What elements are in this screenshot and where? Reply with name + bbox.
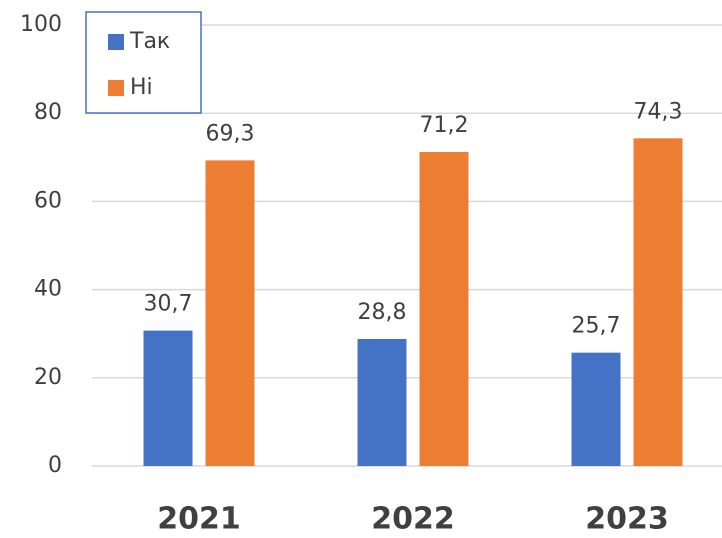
y-tick-label: 100	[20, 12, 62, 37]
legend-box	[85, 11, 202, 114]
x-tick-label: 2022	[371, 502, 455, 537]
legend-label: Ні	[130, 75, 153, 100]
value-label: 30,7	[144, 292, 193, 317]
x-tick-label: 2021	[157, 502, 241, 537]
value-label: 25,7	[572, 314, 621, 339]
y-tick-label: 80	[34, 100, 62, 125]
value-label: 28,8	[358, 300, 407, 325]
value-label: 69,3	[206, 121, 255, 146]
y-tick-label: 60	[34, 188, 62, 213]
value-label: 71,2	[420, 113, 469, 138]
legend-label: Так	[129, 29, 170, 54]
bar	[143, 330, 193, 466]
bar	[419, 152, 469, 466]
legend-swatch	[108, 34, 124, 50]
bar	[357, 338, 407, 466]
y-tick-label: 20	[34, 365, 62, 390]
y-tick-label: 0	[48, 453, 62, 478]
bar	[633, 138, 683, 466]
bar	[571, 352, 621, 466]
y-tick-label: 40	[34, 277, 62, 302]
bar	[205, 160, 255, 466]
legend-swatch	[108, 80, 124, 96]
value-label: 74,3	[634, 99, 683, 124]
x-tick-label: 2023	[585, 502, 669, 537]
